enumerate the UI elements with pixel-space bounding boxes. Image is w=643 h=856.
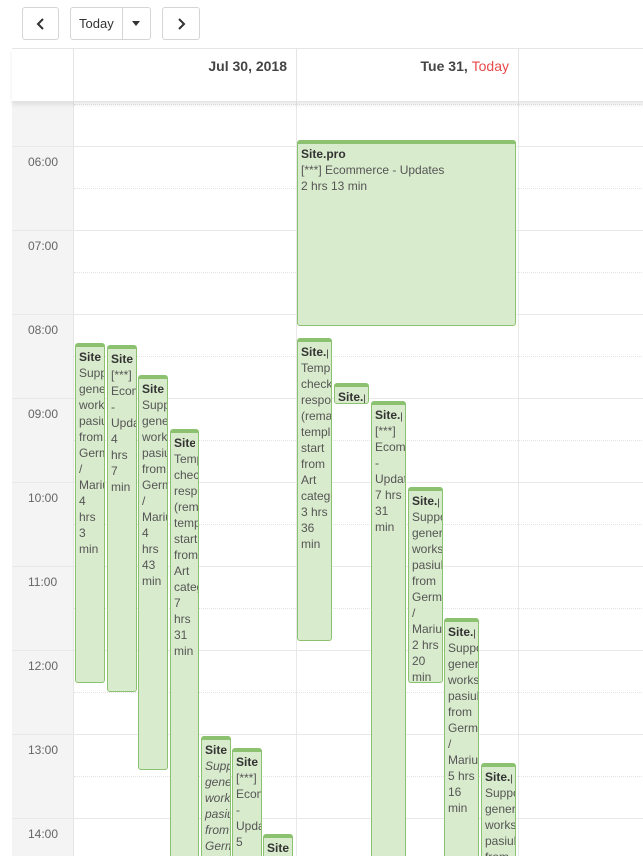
chevron-left-icon xyxy=(36,17,44,30)
calendar-event[interactable]: Site.pro [***] Ecommerce - Updates 4 hrs… xyxy=(107,345,137,692)
calendar-event[interactable]: Site.pro xyxy=(263,834,293,856)
half-hour-line xyxy=(74,524,643,525)
event-title: Site.pro xyxy=(174,436,195,450)
header-divider xyxy=(518,49,519,101)
calendar-toolbar: Today xyxy=(0,0,643,48)
event-title: Site.pro xyxy=(412,494,439,508)
time-label: 06:00 xyxy=(28,155,59,169)
calendar-event[interactable]: Site.pro Support general works pasiulu f… xyxy=(75,343,105,683)
event-title: Site.pro xyxy=(301,147,346,161)
event-title: Site.pro xyxy=(375,408,402,422)
prev-button[interactable] xyxy=(22,7,59,40)
event-description: Template check responsive (remaining tem… xyxy=(174,452,199,594)
day-column-divider xyxy=(518,101,519,856)
event-title: Site.pro xyxy=(338,390,365,404)
chevron-right-icon xyxy=(178,17,186,30)
half-hour-line xyxy=(74,440,643,441)
header-divider xyxy=(296,49,297,101)
event-duration: 4 hrs 3 min xyxy=(79,494,99,556)
event-description: Support general works pasiulu from Germa… xyxy=(79,366,105,492)
half-hour-line xyxy=(74,692,643,693)
event-duration: 3 hrs 36 min xyxy=(301,505,328,551)
time-label: 08:00 xyxy=(28,323,59,337)
time-label: 12:00 xyxy=(28,659,59,673)
hour-line xyxy=(12,650,643,651)
event-title: Site.pro xyxy=(448,625,475,639)
calendar-event[interactable]: Site.pro [***] Ecommerce - Updates 7 hrs… xyxy=(371,401,406,856)
hour-line xyxy=(12,734,643,735)
event-description: [***] Ecommerce - Updates xyxy=(236,771,261,833)
today-indicator: Today xyxy=(471,58,509,74)
time-label: 07:00 xyxy=(28,239,59,253)
calendar-event[interactable]: Site.pro Support general works pasiulu f… xyxy=(444,618,479,856)
day-header-jul-30[interactable]: Jul 30, 2018 xyxy=(208,58,287,74)
hour-line xyxy=(12,818,643,819)
calendar-event[interactable]: Site.pro Support general works pasiulu f… xyxy=(201,736,231,856)
calendar-event[interactable]: Site.pro Support general works pasiulu f… xyxy=(138,375,168,770)
event-duration: 7 hrs 31 min xyxy=(375,488,402,534)
event-description: [***] Ecommerce - Updates xyxy=(375,424,406,486)
event-description: [***] Ecommerce - Updates xyxy=(111,368,136,430)
calendar-event[interactable]: Site.pro Template check responsive (rema… xyxy=(170,429,199,856)
half-hour-line xyxy=(74,356,643,357)
event-duration: 4 hrs 7 min xyxy=(111,432,131,494)
calendar-event[interactable]: Site.pro xyxy=(334,383,369,404)
time-label: 11:00 xyxy=(28,575,58,589)
event-title: Site.pro xyxy=(485,770,512,784)
today-button-label: Today xyxy=(79,16,114,31)
event-description: Template check responsive (remaining tem… xyxy=(301,361,332,503)
today-button[interactable]: Today xyxy=(70,7,151,40)
event-title: Site.pro xyxy=(267,841,289,855)
time-label: 10:00 xyxy=(28,491,59,505)
half-hour-line xyxy=(74,608,643,609)
calendar-event[interactable]: Site.pro [***] Ecommerce - Updates 5 xyxy=(232,748,262,856)
event-description: Support general works pasiulu from Germa… xyxy=(142,398,168,524)
event-title: Site.pro xyxy=(79,350,101,364)
header-divider xyxy=(73,49,74,101)
event-description: Support general works pasiulu from Germa… xyxy=(412,510,443,636)
event-title: Site.pro xyxy=(301,345,328,359)
time-gutter xyxy=(12,101,74,856)
event-title: Site.pro xyxy=(205,743,227,757)
event-duration: 4 hrs 43 min xyxy=(142,526,162,588)
event-title: Site.pro xyxy=(111,352,133,366)
calendar-event[interactable]: Site.pro [***] Ecommerce - Updates 2 hrs… xyxy=(297,140,516,326)
event-description: [***] Ecommerce - Updates xyxy=(301,163,445,177)
half-hour-line xyxy=(74,104,643,105)
day-header-jul-31[interactable]: Tue 31, Today xyxy=(421,58,509,74)
next-button[interactable] xyxy=(162,7,200,40)
time-grid: 06:00 07:00 08:00 09:00 10:00 11:00 12:0… xyxy=(12,101,643,856)
day-header: Jul 30, 2018 Tue 31, Today xyxy=(12,48,643,102)
event-title: Site.pro xyxy=(236,755,258,769)
today-dropdown-toggle[interactable] xyxy=(121,8,150,39)
event-duration: 7 hrs 31 min xyxy=(174,596,194,658)
half-hour-line xyxy=(74,776,643,777)
time-label: 13:00 xyxy=(28,743,59,757)
event-description: Support general works pasiulu from Germa… xyxy=(205,759,231,853)
caret-down-icon xyxy=(132,21,141,26)
event-duration: 5 hrs 16 min xyxy=(448,769,475,815)
time-label: 09:00 xyxy=(28,407,59,421)
event-duration: 5 xyxy=(236,835,243,849)
event-duration: 2 hrs 13 min xyxy=(301,179,368,193)
time-label: 14:00 xyxy=(28,827,59,841)
event-description: Support general works pasiulu from xyxy=(485,786,516,856)
calendar-event[interactable]: Site.pro Support general works pasiulu f… xyxy=(408,487,443,683)
calendar-event[interactable]: Site.pro Template check responsive (rema… xyxy=(297,338,332,641)
day-column-divider xyxy=(296,101,297,856)
calendar-event[interactable]: Site.pro Support general works pasiulu f… xyxy=(481,763,516,856)
event-title: Site.pro xyxy=(142,382,164,396)
event-duration: 2 hrs 20 min xyxy=(412,638,439,683)
event-description: Support general works pasiulu from Germa… xyxy=(448,641,479,767)
day-header-date: Tue 31, xyxy=(420,58,468,74)
